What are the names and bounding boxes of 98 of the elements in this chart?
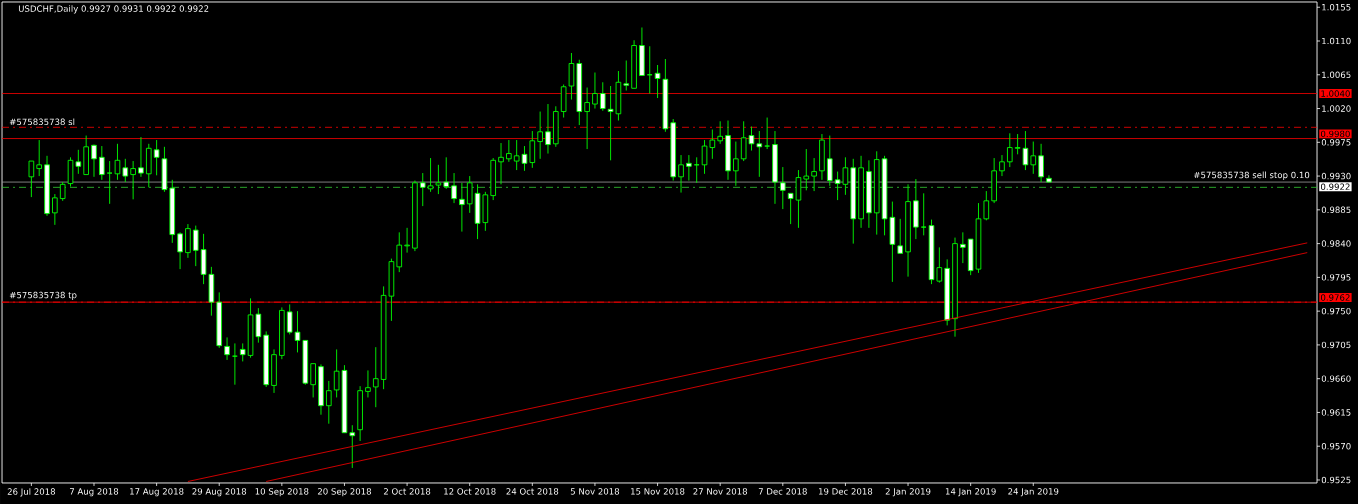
candlestick [623, 60, 630, 91]
candlestick [122, 158, 129, 183]
ref-line-label: #575835738 sell stop 0.10 [1193, 171, 1310, 180]
ref-line-label: 0.9762 [1320, 294, 1350, 301]
y-tick-label: 0.9570 [1321, 442, 1351, 450]
candlestick [1007, 132, 1013, 168]
candlestick [310, 363, 316, 398]
candlestick [733, 141, 739, 187]
y-tick-label: 0.9975 [1321, 139, 1351, 146]
candlestick [592, 72, 598, 109]
y-tick-label: 0.9930 [1321, 172, 1351, 180]
candlestick [678, 154, 684, 194]
chart-title: USDCHF,Daily 0.9927 0.9931 0.9922 0.9922 [18, 5, 209, 14]
y-tick-label: 0.9885 [1321, 206, 1351, 214]
x-tick-label: 27 Nov 2018 [693, 488, 748, 495]
ref-line-label: #575835738 tp [9, 291, 77, 300]
candlestick [983, 190, 990, 221]
candlestick [717, 120, 723, 145]
ref-line-label: #575835738 sl [9, 118, 75, 126]
candlestick [654, 64, 661, 99]
candlestick [811, 157, 817, 192]
candlestick [349, 424, 356, 469]
candlestick [498, 142, 504, 185]
candlestick [897, 218, 904, 254]
ref-line-label: 0.9922 [1320, 183, 1350, 190]
candlestick [28, 160, 35, 198]
y-tick-label: 0.9840 [1321, 240, 1351, 247]
x-tick-label: 2 Jan 2019 [885, 488, 931, 497]
candlestick [756, 130, 763, 178]
candlestick [780, 166, 786, 210]
y-tick-label: 0.9750 [1321, 307, 1351, 315]
x-tick-label: 10 Sep 2018 [255, 488, 309, 497]
candlestick [999, 154, 1005, 177]
candlestick [365, 369, 371, 398]
x-tick-label: 17 Aug 2018 [130, 488, 184, 497]
candlestick [506, 139, 512, 163]
candlestick [396, 231, 403, 273]
candlestick [545, 103, 551, 155]
y-tick-label: 0.9795 [1321, 274, 1351, 281]
candlestick [826, 135, 833, 187]
candlestick [1046, 174, 1052, 183]
x-tick-label: 7 Dec 2018 [758, 488, 807, 495]
x-tick-label: 24 Oct 2018 [506, 488, 559, 495]
candlestick [1030, 141, 1037, 175]
ref-line-label: 1.0040 [1321, 90, 1350, 97]
candlestick [960, 231, 966, 264]
candlestick [466, 175, 473, 214]
candlestick [91, 144, 97, 178]
ref-line-label: 0.9980 [1320, 130, 1350, 138]
x-tick-label: 19 Dec 2018 [818, 488, 873, 495]
candlestick [372, 346, 379, 408]
candlestick [153, 139, 160, 176]
candlestick [286, 303, 293, 335]
candlestick [36, 139, 42, 177]
candlestick [451, 172, 457, 204]
candlestick [239, 342, 246, 362]
candlestick [764, 117, 770, 150]
y-tick-label: 0.9615 [1321, 409, 1351, 416]
x-tick-label: 5 Nov 2018 [570, 488, 620, 495]
x-tick-label: 20 Sep 2018 [317, 488, 372, 497]
candlestick [529, 130, 536, 169]
candlestick [130, 160, 136, 200]
candlestick [224, 336, 230, 361]
candlestick [326, 380, 332, 425]
candlestick [584, 87, 590, 150]
y-tick-label: 1.0110 [1322, 37, 1351, 45]
y-tick-label: 0.9705 [1321, 341, 1351, 349]
candlestick [599, 81, 606, 112]
y-tick-label: 1.0020 [1322, 105, 1351, 112]
x-tick-label: 2 Oct 2018 [383, 488, 431, 495]
y-tick-label: 0.9525 [1321, 476, 1351, 484]
x-tick-label: 15 Nov 2018 [631, 488, 685, 495]
candlestick [686, 154, 692, 182]
candlestick [459, 182, 465, 233]
x-tick-label: 26 Jul 2018 [7, 488, 56, 497]
candlestick [920, 192, 927, 236]
candlestick [99, 145, 105, 181]
x-tick-label: 7 Aug 2018 [69, 488, 119, 497]
x-tick-label: 24 Jan 2019 [1008, 488, 1059, 497]
candlestick [443, 156, 450, 190]
y-tick-label: 1.0155 [1322, 4, 1351, 11]
candlestick [419, 172, 426, 207]
candlestick [138, 136, 144, 178]
y-tick-label: 0.9660 [1321, 375, 1351, 382]
x-tick-label: 14 Jan 2019 [945, 488, 996, 497]
x-tick-label: 12 Oct 2018 [444, 488, 496, 495]
candlestick [404, 227, 410, 254]
candlestick [177, 231, 183, 270]
candlestick [803, 148, 810, 191]
candlestick [114, 143, 121, 181]
candlestick [59, 181, 66, 202]
y-tick-label: 1.0065 [1322, 71, 1351, 79]
candlestick [106, 160, 113, 205]
candlestick [192, 225, 199, 267]
candlestick [1038, 143, 1044, 183]
candlestick [52, 193, 58, 226]
x-tick-label: 29 Aug 2018 [192, 488, 247, 497]
candlestick [537, 111, 543, 160]
